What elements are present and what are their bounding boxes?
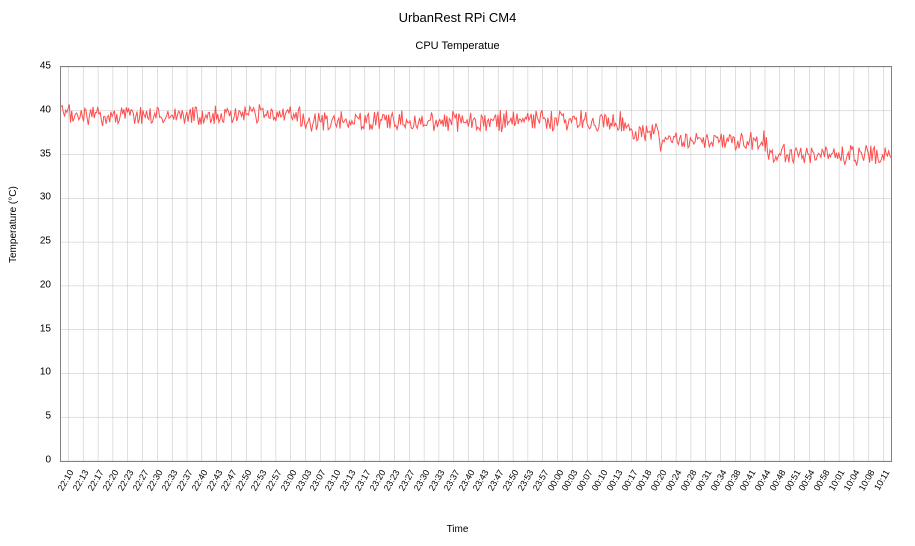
x-axis-labels: 22:1022:1322:1722:2022:2322:2722:3022:33…: [60, 462, 890, 522]
y-tick-label: 25: [40, 236, 51, 247]
chart-title: UrbanRest RPi CM4: [0, 10, 915, 25]
y-axis-labels: 051015202530354045: [0, 66, 55, 460]
y-tick-label: 40: [40, 104, 51, 115]
y-tick-label: 35: [40, 148, 51, 159]
chart-subtitle: CPU Temperatue: [0, 40, 915, 52]
temperature-line: [61, 104, 891, 165]
y-tick-label: 5: [45, 411, 51, 422]
plot-area: [60, 66, 892, 462]
y-tick-label: 15: [40, 323, 51, 334]
y-tick-label: 20: [40, 279, 51, 290]
plot-svg: [61, 67, 891, 461]
chart-container: UrbanRest RPi CM4 CPU Temperatue Tempera…: [0, 0, 915, 546]
y-tick-label: 45: [40, 61, 51, 72]
y-tick-label: 0: [45, 455, 51, 466]
y-tick-label: 10: [40, 367, 51, 378]
y-tick-label: 30: [40, 192, 51, 203]
x-axis-title: Time: [0, 524, 915, 535]
